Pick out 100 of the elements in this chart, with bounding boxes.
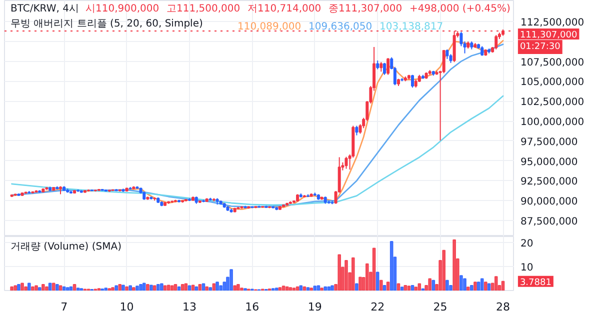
annotation: 종111,307,000 (328, 4, 402, 14)
bar (358, 276, 362, 290)
bar (48, 282, 52, 290)
y-tick-label: 87,500,000 (520, 216, 578, 228)
bar (452, 239, 456, 290)
bar (14, 285, 18, 290)
annotation: 시110,900,000 (86, 4, 160, 14)
bar (45, 286, 48, 290)
candlestick (344, 156, 348, 170)
bar (365, 263, 369, 290)
bar (501, 280, 505, 290)
bar (299, 285, 303, 290)
bar (310, 288, 314, 290)
bar (344, 260, 348, 290)
bar (180, 284, 184, 290)
annotation: 109,636,050 (308, 22, 372, 32)
bar (160, 283, 164, 290)
bar (446, 280, 449, 290)
x-tick-label: 25 (433, 300, 448, 314)
y-tick-label: 112,500,000 (520, 18, 584, 29)
bar (292, 288, 296, 290)
bar (414, 286, 418, 290)
bar (174, 284, 178, 290)
bar (306, 287, 310, 290)
bar (470, 284, 474, 290)
bar (152, 285, 156, 290)
y-tick-label: 102,500,000 (520, 97, 584, 108)
bar (31, 286, 34, 290)
bar (288, 287, 292, 290)
bar (202, 283, 206, 290)
bar (407, 286, 411, 290)
bar (194, 286, 198, 290)
bar (376, 272, 380, 290)
bar (230, 269, 233, 290)
bar (494, 276, 498, 290)
bar (72, 284, 76, 290)
bar (166, 284, 170, 290)
candlestick (410, 74, 414, 88)
y-tick-label: 95,000,000 (520, 156, 578, 168)
bar (132, 287, 136, 290)
annotation: 110,089,000 (238, 22, 302, 32)
bar (316, 285, 320, 290)
bar (104, 288, 108, 290)
x-tick-label: 16 (245, 300, 260, 314)
bar (118, 284, 122, 290)
y-tick-label: 20 (520, 238, 534, 250)
bar (156, 284, 160, 290)
bar (76, 288, 80, 290)
candlestick (355, 125, 358, 136)
annotation: 고111,500,000 (166, 4, 240, 14)
bar (177, 286, 181, 290)
bar (198, 284, 202, 290)
x-tick-label: 22 (370, 300, 385, 314)
bar (282, 286, 286, 290)
bar (52, 282, 56, 290)
bar (338, 254, 342, 290)
x-tick-label: 28 (496, 300, 510, 314)
y-tick-label: 10 (520, 262, 534, 274)
candlestick (442, 50, 446, 74)
y-tick-label: 107,500,000 (520, 57, 584, 68)
bar (122, 284, 125, 290)
bar (146, 284, 150, 290)
candlestick (386, 58, 390, 76)
bar (474, 282, 477, 290)
bar (188, 285, 192, 290)
bar (285, 286, 289, 290)
bar (142, 282, 146, 290)
x-tick-label: 13 (182, 300, 196, 314)
y-tick-label: 100,000,000 (520, 117, 584, 128)
bar (372, 248, 376, 290)
bar (56, 284, 59, 290)
bar (240, 288, 244, 290)
bar (136, 286, 139, 290)
line-series (11, 95, 504, 206)
bar (400, 286, 404, 290)
bar (205, 286, 208, 290)
bar (351, 257, 355, 290)
bar (34, 285, 38, 290)
bar (208, 287, 212, 290)
bar (382, 284, 386, 290)
bar (410, 284, 414, 290)
annotation: BTC/KRW, 4시 (10, 4, 79, 14)
bar (432, 280, 436, 290)
bar (428, 278, 432, 290)
bar (17, 284, 20, 290)
candlestick (494, 34, 498, 50)
bar (302, 286, 306, 290)
text: 3.7881 (520, 278, 552, 288)
bar (313, 286, 317, 290)
bar (219, 285, 222, 290)
bar (460, 275, 463, 290)
bar (296, 286, 300, 290)
x-tick-label: 10 (120, 300, 134, 314)
bar (170, 285, 174, 290)
annotation: 103,138,817 (380, 22, 444, 32)
bar (66, 287, 70, 290)
bar (324, 286, 328, 290)
bar (466, 286, 470, 290)
candlestick (380, 62, 383, 72)
annotation: 무빙 애버리지 트리플 (5, 20, 60, Simple) (10, 18, 203, 30)
